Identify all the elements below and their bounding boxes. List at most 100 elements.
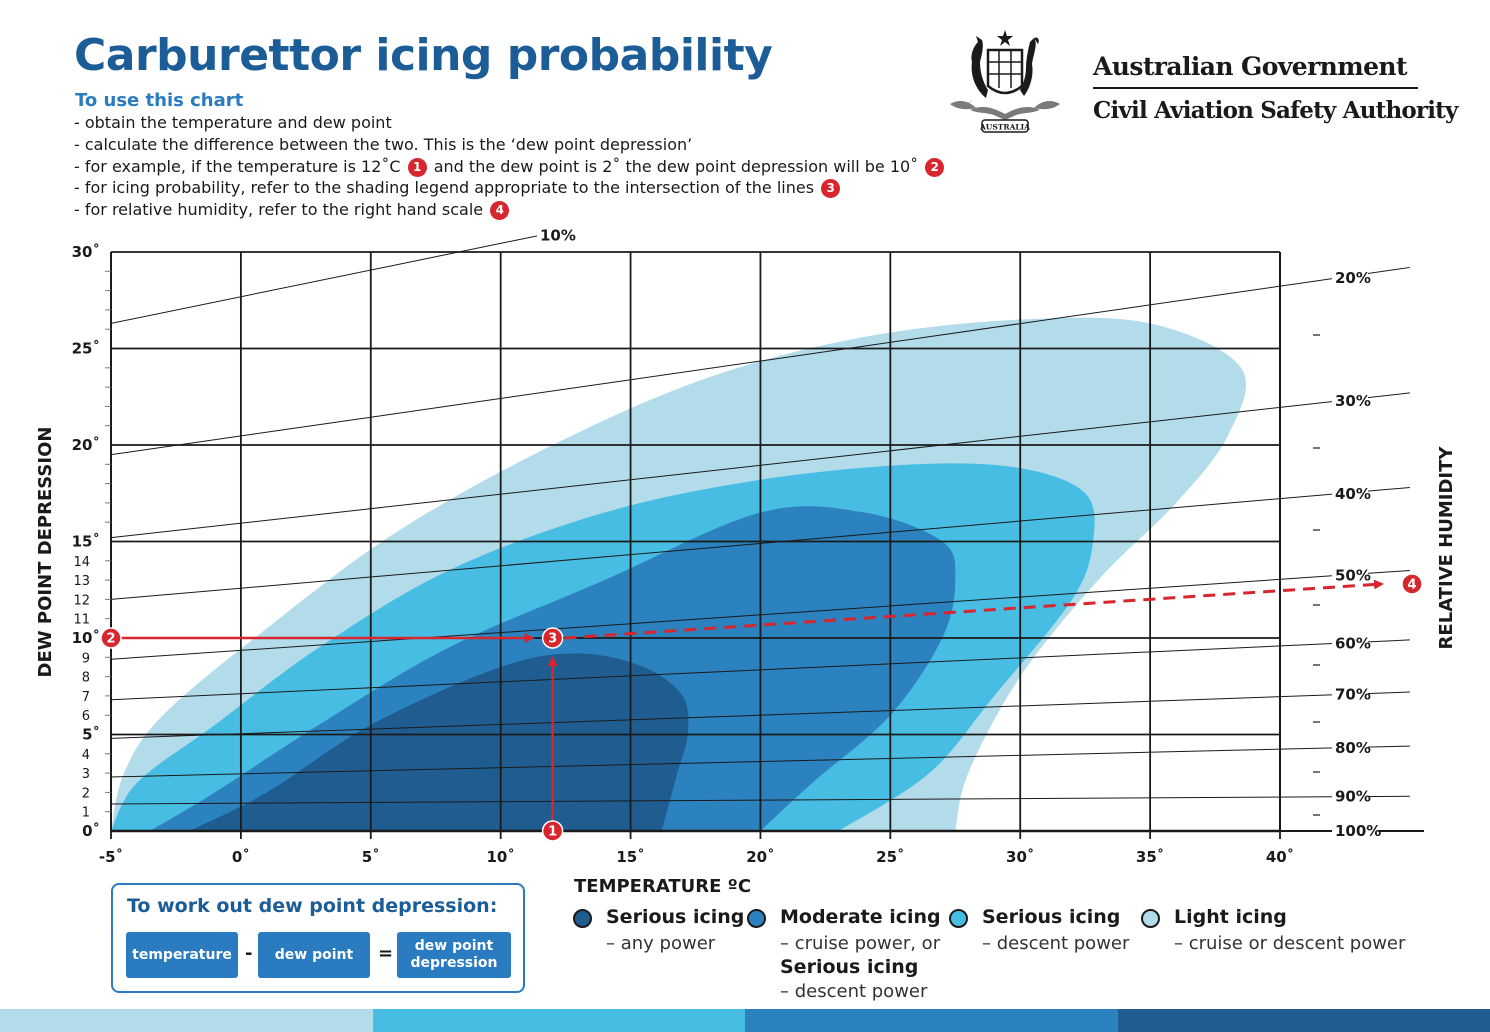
humidity-label: 30% — [1335, 392, 1371, 410]
y-tick-label: 20˚ — [72, 436, 100, 454]
step-badge: 2 — [925, 157, 945, 177]
y-tick-label-minor: 14 — [73, 555, 90, 570]
humidity-label: 70% — [1335, 686, 1371, 704]
legend-name: Serious icing — [982, 906, 1121, 928]
step-badge: 1 — [407, 157, 427, 177]
x-tick-label: 25˚ — [876, 848, 904, 866]
y-tick-label-minor: 1 — [82, 806, 90, 821]
legend-swatch — [949, 909, 968, 928]
y2-axis-title: RELATIVE HUMIDITY — [1436, 446, 1457, 650]
legend-sub-secondary: – descent power — [780, 981, 928, 1002]
y-tick-label-minor: 3 — [82, 767, 90, 782]
humidity-label-bg — [1332, 392, 1368, 411]
instruction-step: for icing probability, refer to the shad… — [74, 177, 946, 199]
y-tick-label: 10˚ — [72, 629, 100, 647]
x-tick-label: 10˚ — [486, 848, 514, 866]
instruction-step: calculate the difference between the two… — [74, 134, 946, 156]
humidity-label: 20% — [1335, 269, 1371, 287]
humidity-label: 60% — [1335, 634, 1371, 652]
formula-title: To work out dew point depression: — [127, 895, 498, 917]
humidity-label-bg — [1332, 822, 1378, 840]
y-tick-label-minor: 4 — [82, 748, 90, 763]
example-marker-label: 2 — [106, 632, 115, 647]
humidity-label-bg — [1332, 787, 1368, 806]
legend-swatch — [573, 909, 592, 928]
humidity-label: 40% — [1335, 485, 1371, 503]
y-tick-label-minor: 11 — [73, 613, 90, 628]
humidity-label: 80% — [1335, 739, 1371, 757]
agency-block: Australian Government Civil Aviation Saf… — [1093, 52, 1458, 124]
humidity-label-bg — [1332, 566, 1368, 585]
authority-name: Civil Aviation Safety Authority — [1093, 97, 1458, 124]
formula-result: dew point depression — [397, 932, 511, 978]
y-tick-label: 25˚ — [72, 340, 100, 358]
y-axis-title: DEW POINT DEPRESSION — [35, 427, 56, 678]
legend-name: Serious icing — [606, 906, 745, 928]
example-marker — [541, 627, 564, 649]
instruction-step: for example, if the temperature is 12˚C … — [74, 156, 946, 178]
icing-chart: 10%20%30%40%50%60%70%80%90%100% -5˚ 0˚ 5˚ 1… — [35, 226, 1457, 866]
example-marker — [541, 820, 564, 842]
chart-axes: -5˚ 0˚ 5˚ 10˚ 15˚ 20˚ 25˚ 30˚ 35˚ 40˚ 0˚ 5˚ 10˚ 15˚ 20… — [72, 243, 1295, 866]
step-badge: 3 — [821, 179, 841, 199]
y-tick-label-minor: 12 — [73, 593, 90, 608]
humidity-lines: 10% 20% 30% 40% 50% 60% 70% 80% 90% 100% — [110, 226, 1410, 840]
humidity-arrow — [564, 579, 1384, 640]
agency-divider — [1093, 87, 1418, 89]
humidity-label-bg — [1332, 484, 1368, 503]
footer-band — [0, 1009, 373, 1032]
y-tick-label: 0˚ — [82, 822, 100, 840]
y-tick-label-minor: 2 — [82, 786, 90, 801]
y-tick-label-minor: 13 — [73, 574, 90, 589]
humidity-line — [110, 266, 1410, 456]
humidity-line — [110, 639, 1410, 701]
humidity-line — [110, 392, 1410, 539]
formula-box: To work out dew point depression: temper… — [111, 883, 525, 993]
y-tick-label-minor: 8 — [82, 671, 90, 686]
humidity-line — [110, 569, 1410, 660]
x-tick-label: 15˚ — [616, 848, 644, 866]
humidity-label: 100% — [1335, 822, 1381, 840]
example-marker-label: 1 — [548, 825, 557, 840]
footer-band — [372, 1009, 745, 1032]
icing-region — [188, 653, 689, 831]
legend-name-secondary: Serious icing — [780, 956, 919, 978]
humidity-label: 90% — [1335, 788, 1371, 806]
legend-sub: – any power — [606, 933, 716, 954]
x-tick-label: 20˚ — [746, 848, 774, 866]
humidity-line — [110, 745, 1410, 778]
page-title: Carburettor icing probability — [74, 30, 773, 81]
legend-name: Moderate icing — [780, 906, 941, 928]
humidity-label: 50% — [1335, 567, 1371, 585]
footer-band — [1117, 1009, 1490, 1032]
step-badge: 4 — [490, 201, 510, 221]
y-tick-label-minor: 6 — [82, 709, 90, 724]
instruction-step: obtain the temperature and dew point — [74, 112, 946, 134]
example-marker — [1401, 573, 1423, 595]
government-name: Australian Government — [1093, 52, 1408, 81]
x-tick-label: 35˚ — [1136, 848, 1164, 866]
y-tick-label: 30˚ — [72, 243, 100, 261]
coat-of-arms-icon: AUSTRALIA — [950, 30, 1060, 133]
x-tick-label: 30˚ — [1006, 848, 1034, 866]
humidity-label-bg — [537, 226, 573, 245]
humidity-line — [110, 232, 553, 324]
equals-operator: = — [378, 943, 394, 964]
humidity-label-bg — [1332, 634, 1368, 653]
legend-swatch — [747, 909, 766, 928]
x-tick-label: 0˚ — [232, 848, 250, 866]
instructions-list: obtain the temperature and dew point cal… — [74, 112, 946, 221]
example-marker-label: 4 — [1407, 577, 1416, 592]
worked-example: 1 2 3 4 — [100, 573, 1423, 842]
humidity-label-bg — [1332, 685, 1368, 704]
formula-term-temperature: temperature — [126, 932, 238, 978]
y-tick-label-minor: 9 — [82, 651, 90, 666]
instruction-step: for relative humidity, refer to the righ… — [74, 199, 946, 221]
x-tick-label: 40˚ — [1266, 848, 1294, 866]
minus-operator: - — [245, 943, 253, 964]
y-tick-label: 5˚ — [82, 726, 100, 744]
humidity-label-bg — [1332, 269, 1368, 288]
example-marker — [100, 627, 122, 649]
legend-swatch — [1141, 909, 1160, 928]
legend-sub: – cruise power, or — [780, 933, 941, 954]
